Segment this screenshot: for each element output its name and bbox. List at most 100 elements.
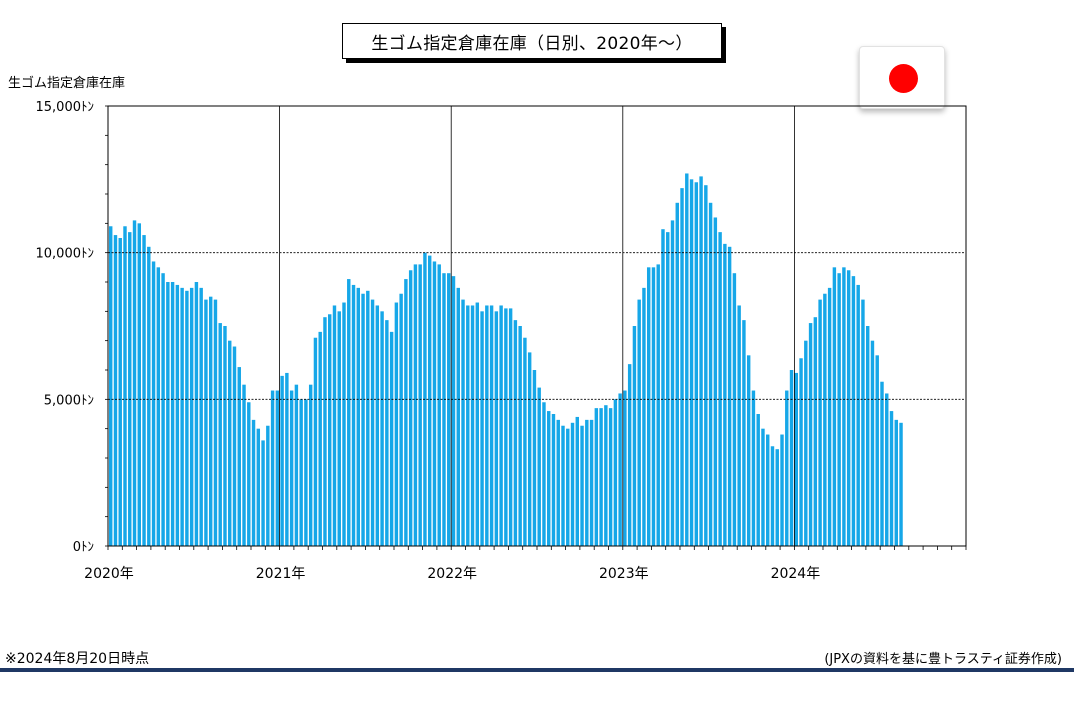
bar xyxy=(789,370,794,546)
bar xyxy=(247,402,251,546)
bar xyxy=(808,323,813,546)
bar xyxy=(599,408,603,546)
bar xyxy=(147,246,151,547)
bar xyxy=(527,352,532,546)
bar xyxy=(109,226,113,546)
bar xyxy=(304,399,308,546)
bar xyxy=(518,326,522,546)
y-tick-label: 15,000ﾄﾝ xyxy=(36,100,95,115)
x-year-label: 2021年 xyxy=(256,566,306,582)
bar xyxy=(270,390,275,546)
bar xyxy=(156,267,161,546)
bar xyxy=(261,440,265,546)
bar xyxy=(323,317,327,546)
bar xyxy=(370,299,375,546)
bar xyxy=(504,308,508,546)
bar xyxy=(885,393,889,546)
bar xyxy=(780,434,784,546)
bar xyxy=(485,305,489,546)
bar xyxy=(208,296,213,546)
bar xyxy=(399,293,403,546)
bar xyxy=(489,305,494,546)
bar xyxy=(894,419,898,546)
bar xyxy=(142,235,146,546)
bar xyxy=(832,267,837,546)
bar xyxy=(242,384,246,546)
bar xyxy=(328,314,332,546)
bar xyxy=(604,405,608,546)
bar xyxy=(670,220,675,546)
bar xyxy=(851,276,856,546)
bar xyxy=(237,367,241,546)
bar xyxy=(704,185,708,546)
bar xyxy=(170,282,175,546)
bar xyxy=(394,302,399,546)
bar xyxy=(799,358,803,546)
bar xyxy=(585,419,589,546)
bottom-rule xyxy=(0,668,1074,672)
bar xyxy=(285,372,289,546)
bar xyxy=(666,232,670,546)
bar xyxy=(580,425,584,546)
bar xyxy=(375,305,380,546)
bar xyxy=(508,308,513,546)
bar xyxy=(770,446,775,546)
bar xyxy=(232,346,237,546)
bar xyxy=(256,428,261,546)
bar xyxy=(123,226,127,546)
bar xyxy=(761,428,765,546)
bar xyxy=(180,287,184,546)
bar xyxy=(523,337,527,546)
bar xyxy=(475,302,480,546)
x-year-label: 2020年 xyxy=(84,566,134,582)
flag-card xyxy=(859,46,945,109)
y-tick-label: 0ﾄﾝ xyxy=(73,540,94,555)
bar xyxy=(846,270,851,546)
bar xyxy=(199,287,203,546)
bar xyxy=(575,416,579,546)
bar xyxy=(794,372,799,546)
bar xyxy=(356,287,360,546)
bar xyxy=(880,381,884,546)
bar xyxy=(480,311,484,546)
bar xyxy=(132,220,137,546)
bar xyxy=(218,323,222,546)
bar xyxy=(561,425,565,546)
bar xyxy=(889,411,894,546)
bar xyxy=(194,282,199,546)
bar xyxy=(499,305,503,546)
bar xyxy=(175,284,180,546)
bar xyxy=(775,449,779,546)
bar xyxy=(613,399,618,546)
bar xyxy=(827,287,832,546)
bar xyxy=(113,235,118,546)
bar xyxy=(713,217,718,546)
bar xyxy=(804,340,808,546)
bar xyxy=(842,267,846,546)
bar xyxy=(627,364,632,546)
bar xyxy=(442,273,446,546)
bar xyxy=(289,390,294,546)
bar xyxy=(213,299,218,546)
bar xyxy=(413,264,418,546)
bar xyxy=(451,276,456,546)
bar xyxy=(337,311,341,546)
bar xyxy=(161,273,165,546)
bar xyxy=(756,414,760,546)
bar xyxy=(294,384,299,546)
x-year-label: 2023年 xyxy=(599,566,649,582)
bar xyxy=(151,261,156,546)
bar xyxy=(118,238,122,546)
bar xyxy=(766,434,770,546)
bar xyxy=(408,270,413,546)
bar xyxy=(266,425,270,546)
bar xyxy=(461,299,465,546)
bar xyxy=(813,317,818,546)
bar xyxy=(280,375,284,546)
bar xyxy=(594,408,599,546)
bar xyxy=(870,340,875,546)
bar xyxy=(185,290,189,546)
bar xyxy=(470,305,475,546)
bar xyxy=(494,311,499,546)
